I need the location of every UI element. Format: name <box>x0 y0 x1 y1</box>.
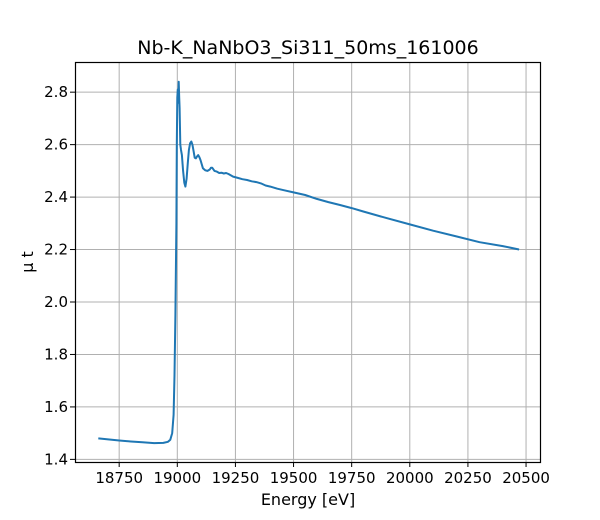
x-tick-label: 19750 <box>328 469 376 487</box>
y-tick-label: 1.4 <box>44 450 68 468</box>
plot-frame <box>74 61 542 464</box>
chart-title: Nb-K_NaNbO3_Si311_50ms_161006 <box>137 37 478 59</box>
series-line <box>98 80 520 445</box>
x-tick-label: 20000 <box>386 469 434 487</box>
plot-area <box>98 80 520 445</box>
y-tick-label: 1.6 <box>44 398 68 416</box>
y-tick-label: 2.0 <box>44 293 68 311</box>
axis-ticks: 18750 19000 19250 19500 19750 20000 20250 20500… <box>44 83 550 487</box>
x-axis-label: Energy [eV] <box>261 490 355 509</box>
y-tick-label: 2.8 <box>44 83 68 101</box>
x-tick-label: 19000 <box>153 469 201 487</box>
y-tick-label: 2.4 <box>44 188 68 206</box>
x-tick-label: 19250 <box>212 469 260 487</box>
y-axis-label: μ t <box>18 251 37 273</box>
y-tick-label: 2.6 <box>44 136 68 154</box>
x-tick-label: 19500 <box>270 469 318 487</box>
y-tick-label: 1.8 <box>44 345 68 363</box>
x-tick-label: 18750 <box>95 469 143 487</box>
y-tick-label: 2.2 <box>44 241 68 259</box>
grid-lines <box>75 62 540 462</box>
x-tick-label: 20250 <box>444 469 492 487</box>
x-tick-label: 20500 <box>502 469 550 487</box>
